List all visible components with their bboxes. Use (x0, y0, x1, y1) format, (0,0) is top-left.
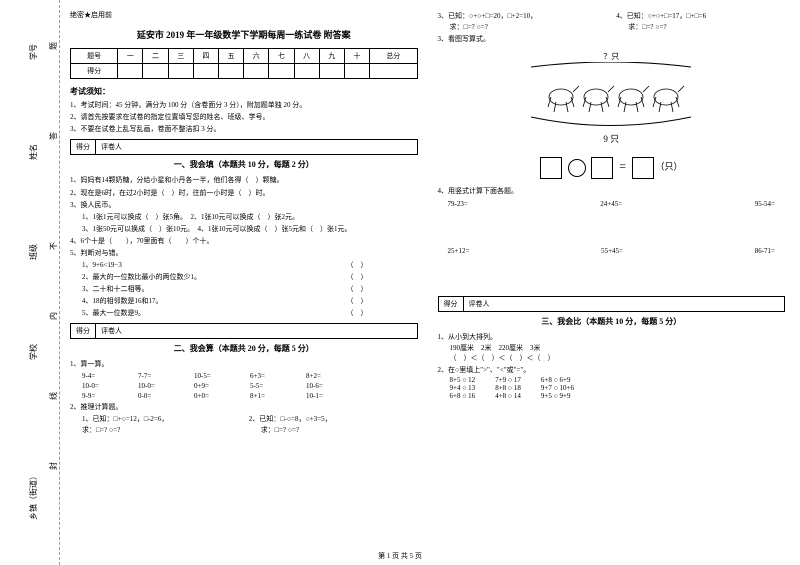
q-item: 3、换人民币。 (70, 200, 418, 210)
th: 总分 (370, 49, 417, 64)
q-sub: 1、已知：□+○=12，□-2=6， (82, 414, 239, 424)
notice-item: 2、请首先按要求在试卷的指定位置填写您的姓名、班级、学号。 (70, 112, 418, 122)
binding-label: 姓名 (28, 144, 39, 160)
pic-nine: 9 只 (438, 132, 786, 145)
binding-margin: 学号 姓名 班级 学校 乡镇（街道） 题 答 不 内 线 封 (0, 0, 60, 565)
th: 十 (344, 49, 369, 64)
binding-label: 乡镇（街道） (28, 472, 39, 520)
compare-row: 9+4 ○ 138+8 ○ 189+7 ○ 10+6 (450, 384, 786, 392)
secret-label: 绝密★启用前 (70, 10, 418, 20)
binding-label: 班级 (28, 244, 39, 260)
binding-dash: 内 (48, 312, 59, 320)
score-label: 评卷人 (96, 324, 127, 338)
q-sub: 求：□=? ○=? (82, 425, 239, 435)
q-item: 2、现在是6时，在过2小时是（ ）时，往前一小时是（ ）时。 (70, 188, 418, 198)
score-label: 得分 (439, 297, 464, 311)
compare-row: 8+5 ○ 127+9 ○ 176+8 ○ 6+9 (450, 376, 786, 384)
pic-question: ？只 (438, 51, 786, 62)
judge-row: 3、二十和十二相等。（ ） (82, 284, 418, 294)
binding-dash: 答 (48, 132, 59, 140)
th: 六 (244, 49, 269, 64)
q-sub: 2、已知：□-○=8，○+3=5， (249, 414, 418, 424)
right-column: 3、已知：○+○+□=20，□+2=10， 求：□=? ○=? 4、已知：○+○… (438, 10, 786, 555)
binding-dash: 封 (48, 462, 59, 470)
q-item: 2、推理计算题。 (70, 402, 418, 412)
th: 五 (219, 49, 244, 64)
score-label: 得分 (71, 140, 96, 154)
q-item: 1、从小到大排列。 (438, 332, 786, 342)
score-label: 评卷人 (96, 140, 127, 154)
judge-row: 4、18的相邻数是16和17。（ ） (82, 296, 418, 306)
eq-box (632, 157, 654, 179)
eq-unit: （只） (656, 162, 683, 172)
calc-row: 10-0=10-0=0+9=5-5=10-6= (82, 382, 418, 390)
th: 一 (118, 49, 143, 64)
binding-label: 学校 (28, 344, 39, 360)
section-title: 二、我会算（本题共 20 分，每题 5 分） (70, 343, 418, 354)
judge-row: 2、最大的一位数比最小的两位数少1。（ ） (82, 272, 418, 282)
th: 题号 (71, 49, 118, 64)
sort-line: （ ）＜（ ）＜（ ）＜（ ） (450, 353, 786, 364)
score-box: 得分 评卷人 (438, 296, 786, 312)
th: 九 (319, 49, 344, 64)
horses-illustration (521, 62, 701, 132)
binding-dash: 不 (48, 242, 59, 250)
binding-dash: 线 (48, 392, 59, 400)
judge-row: 5、最大一位数是9。（ ） (82, 308, 418, 318)
score-box: 得分 评卷人 (70, 323, 418, 339)
th: 三 (168, 49, 193, 64)
th: 七 (269, 49, 294, 64)
section-title: 一、我会填（本题共 10 分，每题 2 分） (70, 159, 418, 170)
compare-row: 6+8 ○ 164+8 ○ 149+5 ○ 9+9 (450, 392, 786, 400)
judge-row: 1、9+6<19−3（ ） (82, 260, 418, 270)
q-sub: 1、1张1元可以换成（ ）张5角。 2、1张10元可以换成（ ）张2元。 (82, 212, 418, 222)
section-title: 三、我会比（本题共 10 分，每题 5 分） (438, 316, 786, 327)
eq-circle (568, 159, 586, 177)
equation-boxes: = （只） (438, 157, 786, 179)
td: 得分 (71, 64, 118, 79)
sort-items: 190厘米 2米 220厘米 3米 (450, 343, 786, 354)
th: 二 (143, 49, 168, 64)
q-sub: 4、已知：○+○+□=17，□+□=6 (616, 11, 785, 21)
picture-problem: ？只 9 只 (438, 51, 786, 145)
q-item: 2、在○里填上">"、"<"或"="。 (438, 365, 786, 375)
q-sub: 3、1张50元可以换成（ ）张10元。 4、1张10元可以换成（ ）张5元和（ … (82, 224, 418, 234)
notice-item: 3、不要在试卷上乱写乱画，卷面不整洁扣 3 分。 (70, 124, 418, 134)
q-item: 1、算一算。 (70, 359, 418, 369)
q-item: 4、用竖式计算下面各题。 (438, 186, 786, 196)
q-sub: 求：□=? ○=? (450, 22, 607, 32)
binding-dash: 题 (48, 42, 59, 50)
score-box: 得分 评卷人 (70, 139, 418, 155)
eq-box (591, 157, 613, 179)
score-table: 题号 一 二 三 四 五 六 七 八 九 十 总分 得分 (70, 48, 418, 79)
paper-title: 延安市 2019 年一年级数学下学期每周一练试卷 附答案 (70, 28, 418, 41)
q-item: 3、看图写算式。 (438, 34, 786, 44)
q-item: 5、判断对与错。 (70, 248, 418, 258)
th: 八 (294, 49, 319, 64)
page-footer: 第 1 页 共 5 页 (0, 551, 800, 561)
q-sub: 求：□=? ○=? (261, 425, 418, 435)
calc-row: 9-9=0-0=0+0=8+1=10-1= (82, 392, 418, 400)
binding-label: 学号 (28, 44, 39, 60)
calc-row: 9-4=7-7=10-5=6+3=8+2= (82, 372, 418, 380)
q-sub: 求：□=? ○=? (628, 22, 785, 32)
notice-heading: 考试须知： (70, 86, 418, 97)
eq-box (540, 157, 562, 179)
vertical-calc-row: 25+12= 55+45= 86-71= (448, 247, 776, 255)
q-sub: 3、已知：○+○+□=20，□+2=10， (438, 11, 607, 21)
notice-item: 1、考试时间：45 分钟，满分为 100 分（含卷面分 3 分），附加题单独 2… (70, 100, 418, 110)
vertical-calc-row: 79-23= 24+45= 95-54= (448, 200, 776, 208)
q-item: 1、妈妈有14颗奶糖，分给小星和小丹各一半，他们各得（ ）颗糖。 (70, 175, 418, 185)
th: 四 (193, 49, 218, 64)
score-label: 得分 (71, 324, 96, 338)
left-column: 绝密★启用前 延安市 2019 年一年级数学下学期每周一练试卷 附答案 题号 一… (70, 10, 418, 555)
q-item: 4、6个十是（ ），70里面有（ ）个十。 (70, 236, 418, 246)
score-label: 评卷人 (464, 297, 495, 311)
